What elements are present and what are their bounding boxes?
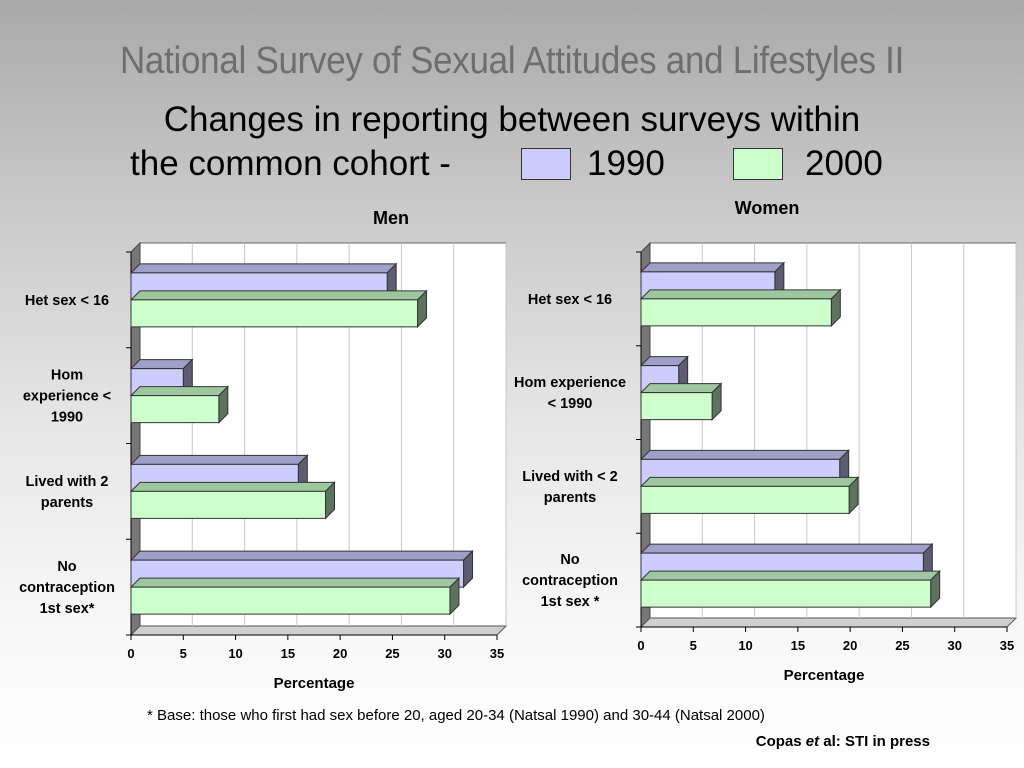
- men-x-tick-label: 30: [437, 646, 451, 661]
- women-category-label: Het sex < 16: [528, 292, 612, 308]
- citation-rest: al: STI in press: [819, 733, 930, 750]
- citation: Copas et al: STI in press: [756, 733, 930, 750]
- men-category-label: Het sex < 16: [25, 293, 109, 309]
- men-x-tick-label: 15: [281, 646, 295, 661]
- women-x-tick-label: 25: [895, 638, 909, 653]
- citation-author: Copas: [755, 733, 806, 750]
- subtitle-prefix: the common cohort -: [130, 144, 451, 183]
- women-x-tick-label: 15: [791, 638, 805, 653]
- legend: the common cohort - 1990 2000: [0, 142, 1024, 186]
- men-bar-2000: [129, 385, 230, 424]
- men-bar-2000: [129, 576, 461, 616]
- men-floor: [129, 625, 508, 636]
- men-category-label: Lived with 2 parents: [26, 474, 109, 511]
- men-x-tick-label: 20: [333, 646, 347, 661]
- legend-swatch-1990: [521, 148, 571, 180]
- slide-subtitle: Changes in reporting between surveys wit…: [163, 100, 861, 139]
- men-chart: Men 0 5 10 15 20 25 30 35 Percentage Het sex < 16 H…: [19, 208, 508, 692]
- women-bar-2000: [639, 288, 842, 328]
- legend-swatch-2000: [733, 148, 783, 180]
- slide-title: National Survey of Sexual Attitudes and …: [119, 40, 905, 82]
- men-x-tick-label: 0: [127, 646, 134, 661]
- women-category-label: Hom experience < 1990: [514, 375, 626, 412]
- women-x-tick-label: 20: [843, 638, 857, 653]
- women-floor: [639, 617, 1018, 628]
- women-x-axis-label: Percentage: [784, 667, 865, 684]
- men-x-tick-label: 25: [385, 646, 399, 661]
- women-x-tick-label: 30: [947, 638, 961, 653]
- women-chart-title: Women: [735, 198, 800, 218]
- men-x-axis-label: Percentage: [274, 675, 355, 692]
- men-x-tick-label: 35: [490, 646, 504, 661]
- men-category-label: Hom experience <1990: [23, 368, 111, 426]
- men-x-tick-label: 5: [180, 646, 187, 661]
- women-category-label: Lived with < 2 parents: [522, 469, 617, 506]
- men-chart-title: Men: [373, 208, 409, 228]
- women-x-tick-label: 5: [690, 638, 697, 653]
- women-x-tick-label: 35: [1000, 638, 1014, 653]
- men-category-label: No contraception 1st sex*: [19, 559, 115, 617]
- men-bar-2000: [129, 289, 428, 329]
- women-bar-2000: [639, 569, 941, 609]
- women-bar-2000: [639, 476, 860, 515]
- women-x-tick-label: 10: [738, 638, 752, 653]
- citation-etal: et: [805, 733, 820, 750]
- women-chart: Women 0 5 10 15 20 25 30 35 Percentage Het sex < 1…: [514, 198, 1018, 684]
- women-bar-2000: [639, 382, 723, 421]
- women-category-label: No contraception 1st sex *: [522, 552, 618, 610]
- women-x-tick-label: 0: [637, 638, 644, 653]
- men-x-tick-label: 10: [228, 646, 242, 661]
- legend-label-1990: 1990: [587, 144, 665, 183]
- legend-label-2000: 2000: [805, 144, 883, 183]
- footnote: * Base: those who first had sex before 2…: [147, 707, 765, 724]
- men-bar-2000: [129, 481, 336, 520]
